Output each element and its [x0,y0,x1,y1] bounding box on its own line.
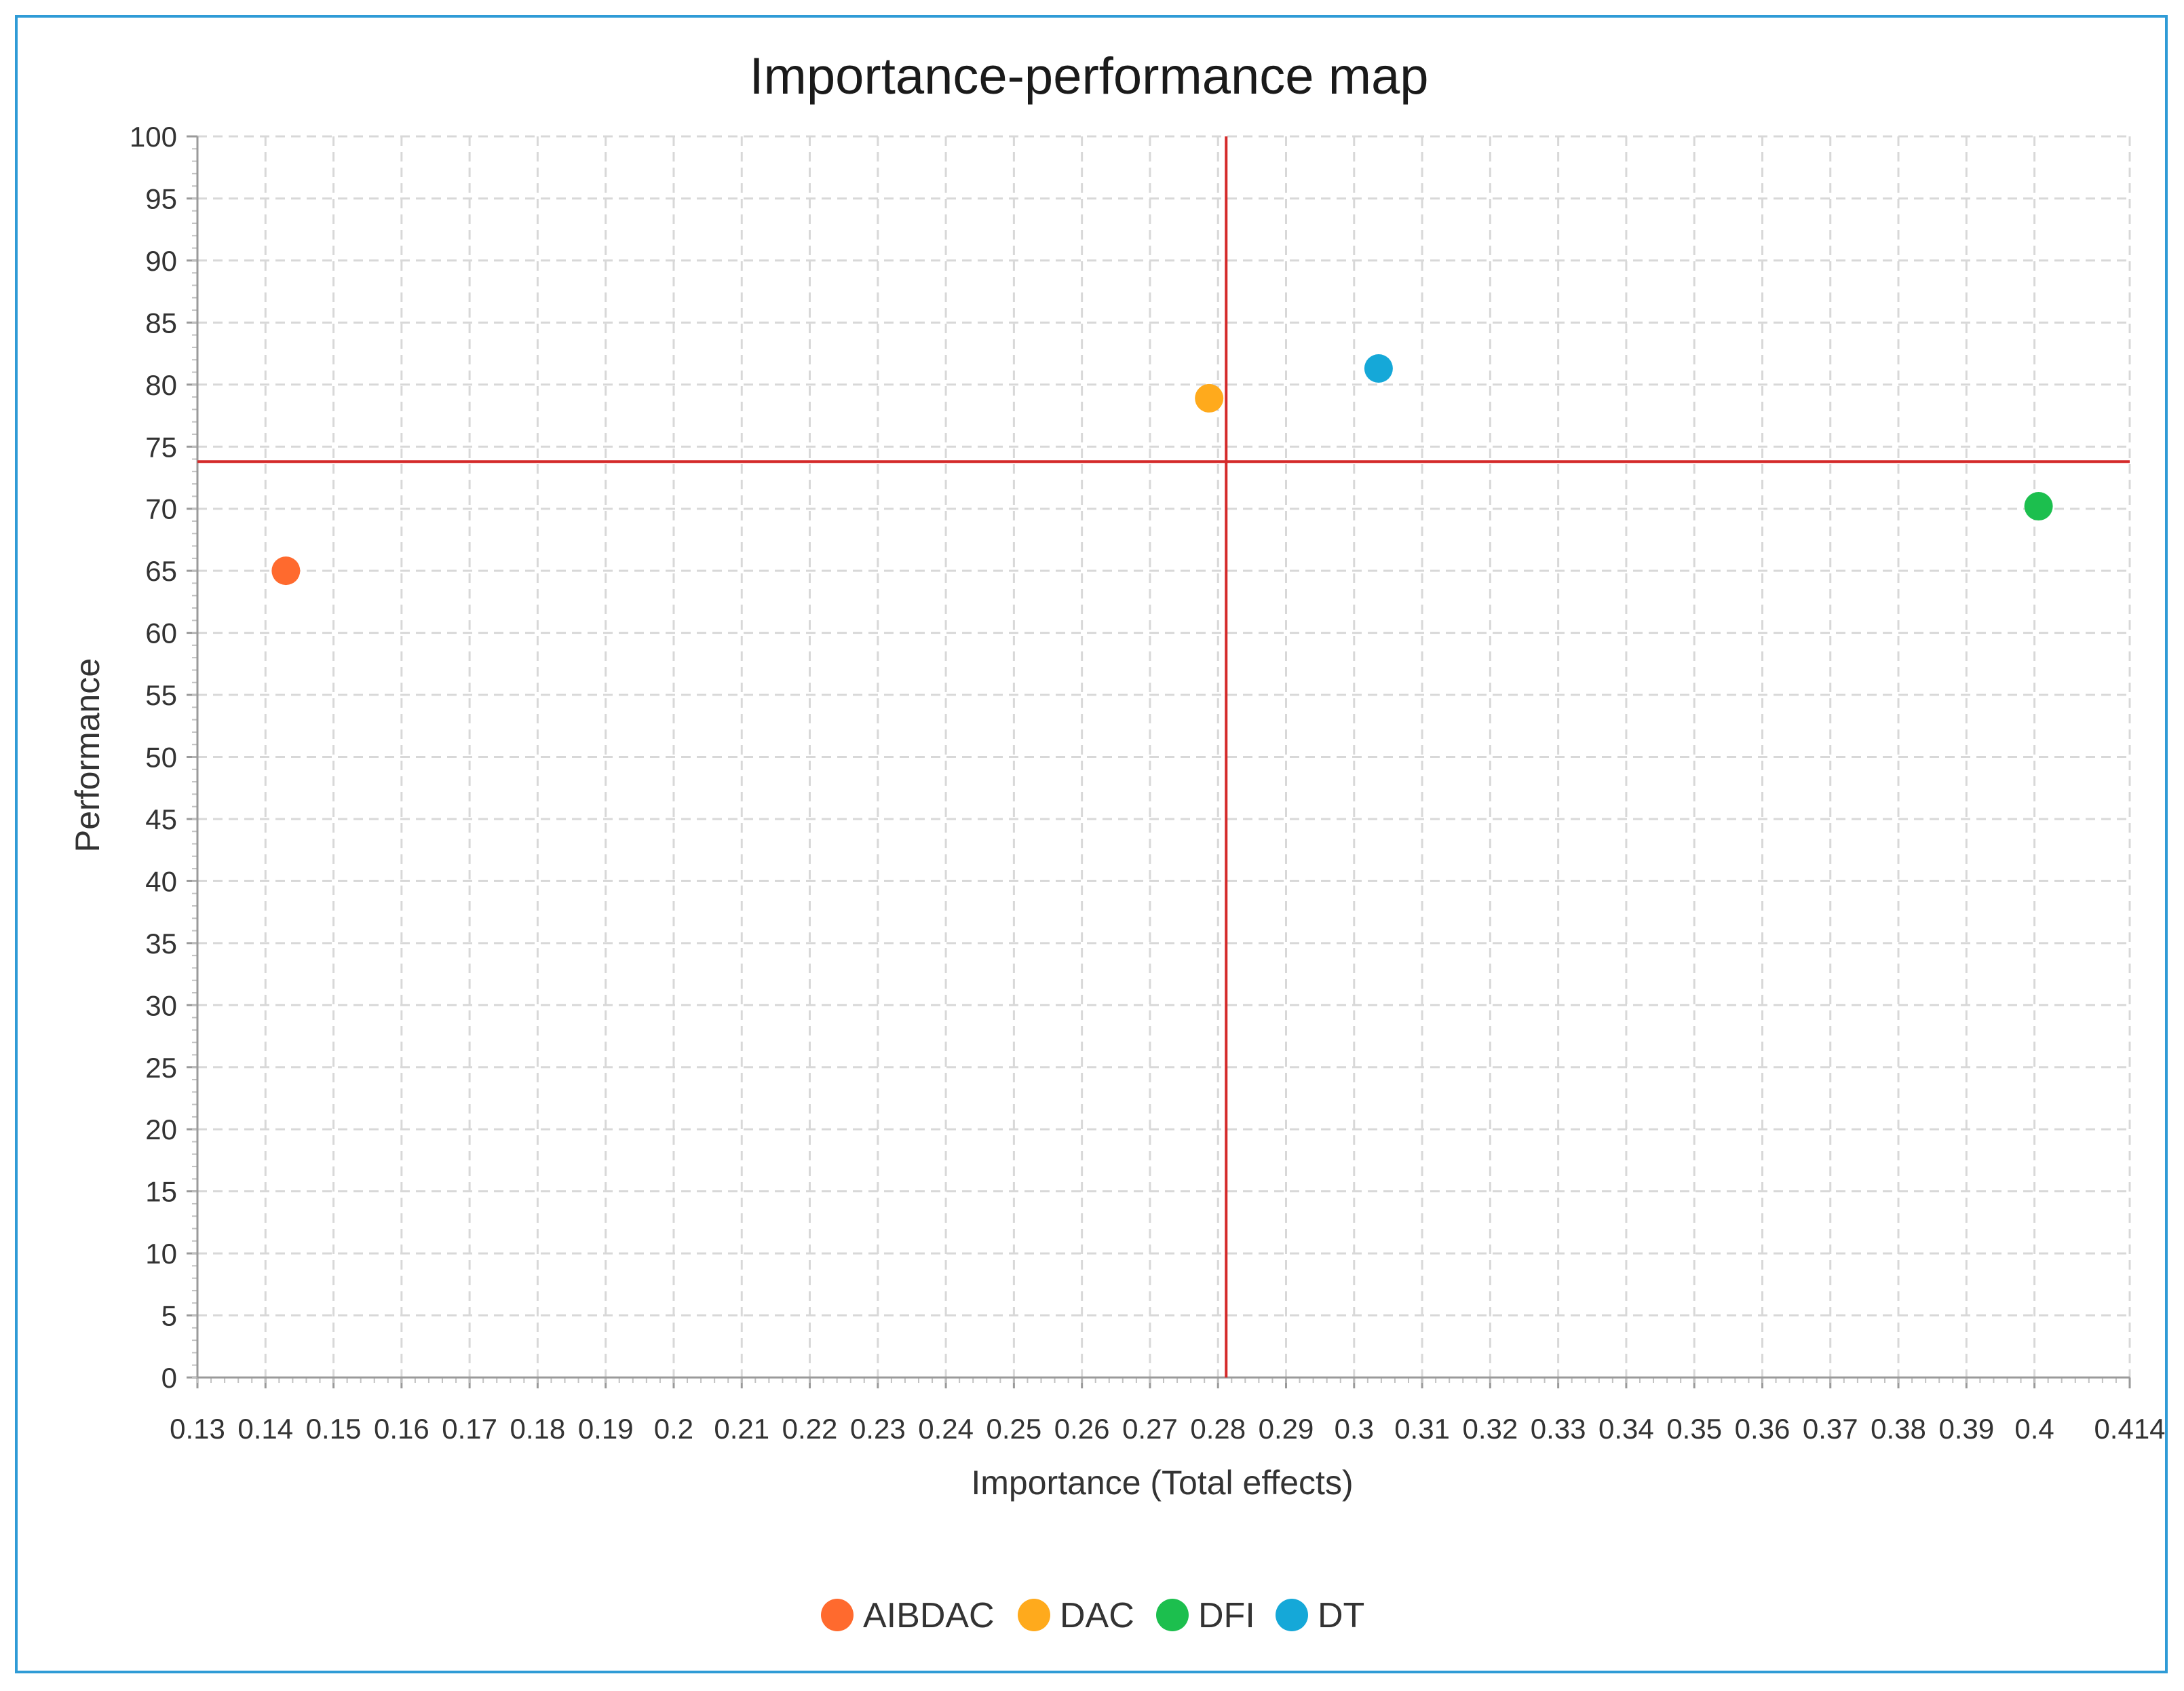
x-tick-label: 0.25 [986,1413,1042,1445]
legend-marker-dac [1018,1599,1050,1631]
legend-marker-aibdac [821,1599,854,1631]
legend: AIBDAC DAC DFI DT [821,1596,1364,1635]
x-tick-label: 0.19 [578,1413,634,1445]
y-tick-label: 60 [145,618,177,649]
point-aibdac [271,556,301,586]
x-tick-label: 0.14 [237,1413,293,1445]
y-tick-label: 10 [145,1238,177,1270]
legend-label-dac: DAC [1060,1596,1134,1635]
point-dfi [2024,492,2053,521]
y-tick-label: 30 [145,989,177,1021]
legend-marker-dt [1276,1599,1308,1631]
x-tick-label: 0.4 [2014,1413,2054,1445]
legend-label-dt: DT [1318,1596,1364,1635]
x-tick-label: 0.27 [1122,1413,1178,1445]
y-tick-label: 80 [145,369,177,401]
legend-label-dfi: DFI [1198,1596,1255,1635]
y-tick-label: 70 [145,493,177,525]
legend-label-aibdac: AIBDAC [863,1596,995,1635]
legend-marker-dfi [1156,1599,1189,1631]
y-tick-label: 25 [145,1052,177,1084]
x-tick-label: 0.34 [1598,1413,1654,1445]
x-tick-label: 0.23 [850,1413,906,1445]
x-tick-label: 0.35 [1666,1413,1722,1445]
y-tick-label: 85 [145,307,177,339]
y-tick-label: 95 [145,183,177,214]
x-tick-label: 0.26 [1054,1413,1110,1445]
x-tick-label: 0.29 [1259,1413,1314,1445]
y-tick-label: 90 [145,245,177,277]
x-tick-label: 0.17 [442,1413,497,1445]
y-tick-label: 50 [145,742,177,774]
grid [197,135,2131,1378]
x-tick-label: 0.13 [170,1413,225,1445]
y-tick-label: 40 [145,865,177,897]
x-tick-label: 0.3 [1335,1413,1374,1445]
y-tick-label: 0 [161,1362,177,1394]
chart-title: Importance-performance map [749,48,1428,105]
chart-frame [15,15,2168,1673]
x-tick-label: 0.37 [1803,1413,1858,1445]
point-dac [1195,383,1224,413]
x-tick-label: 0.2 [654,1413,693,1445]
y-tick-label: 75 [145,431,177,463]
x-tick-label: 0.18 [510,1413,566,1445]
x-tick-label: 0.22 [782,1413,838,1445]
x-tick-label: 0.31 [1394,1413,1450,1445]
x-axis-label: Importance (Total effects) [971,1464,1353,1502]
y-tick-label: 45 [145,803,177,835]
x-tick-label: 0.15 [306,1413,362,1445]
x-tick-label: 0.39 [1938,1413,1994,1445]
reference-lines [197,136,2130,1378]
y-tick-label: 15 [145,1176,177,1208]
x-tick-label: 0.24 [918,1413,974,1445]
data-points [271,354,2053,586]
x-tick-label: 0.414 [2094,1413,2165,1445]
x-tick-label: 0.32 [1462,1413,1518,1445]
x-tick-label: 0.28 [1190,1413,1246,1445]
y-tick-label: 100 [130,121,177,153]
x-tick-label: 0.21 [714,1413,769,1445]
y-tick-label: 35 [145,928,177,960]
x-tick-label: 0.38 [1871,1413,1926,1445]
y-axis-label: Performance [69,658,107,852]
point-dt [1364,354,1393,383]
y-tick-label: 55 [145,679,177,711]
x-tick-label: 0.16 [374,1413,429,1445]
x-tick-label: 0.33 [1531,1413,1586,1445]
y-tick-label: 65 [145,555,177,587]
axes: 0.13 0.14 0.15 0.16 0.17 0.18 0.19 0.2 0.21 0.22 0… [130,121,2166,1445]
x-tick-label: 0.36 [1735,1413,1790,1445]
y-tick-label: 5 [161,1300,177,1332]
y-tick-label: 20 [145,1114,177,1145]
